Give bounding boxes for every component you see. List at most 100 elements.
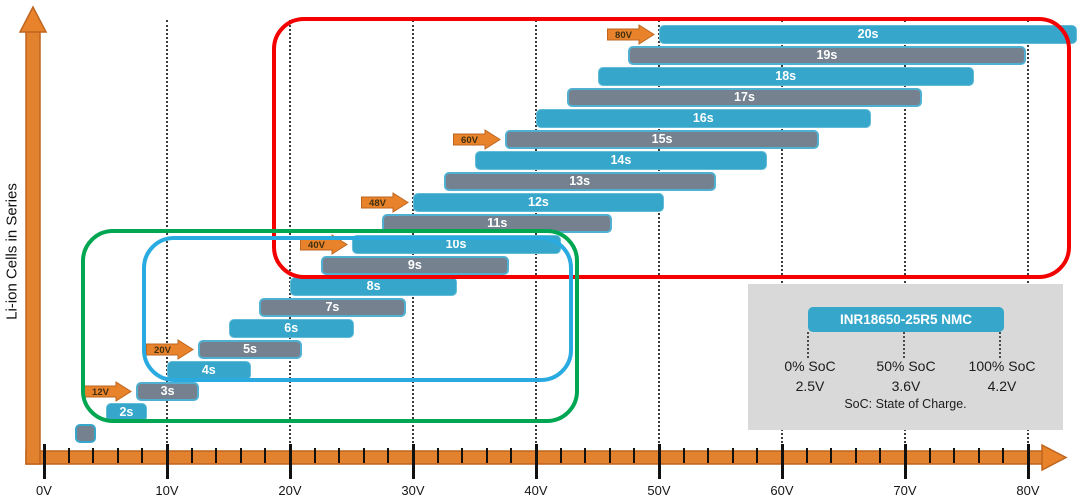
x-axis-tick-minor xyxy=(707,448,710,463)
x-axis-tick-minor xyxy=(387,448,390,463)
series-bar-label: 4s xyxy=(201,363,216,378)
legend-connector-mid xyxy=(903,332,905,358)
x-axis-tick-minor xyxy=(608,448,611,463)
legend-points-row: 0% SoC 2.5V 50% SoC 3.6V 100% SoC 4.2V xyxy=(762,358,1052,394)
block-arrow-icon: 80V xyxy=(607,24,655,45)
series-bar-label: 12s xyxy=(528,195,549,210)
x-axis-tick-minor xyxy=(264,448,267,463)
y-axis xyxy=(25,29,41,465)
series-bar-label: 2s xyxy=(119,405,134,420)
svg-text:60V: 60V xyxy=(461,135,479,146)
x-axis-tick-major xyxy=(288,444,292,479)
series-bar: 9s xyxy=(320,256,509,275)
x-axis-tick-minor xyxy=(92,448,95,463)
series-bar: 5s xyxy=(197,340,303,359)
x-axis-tick-minor xyxy=(977,448,980,463)
x-tick-label: 80V xyxy=(1016,483,1040,498)
x-axis-tick-minor xyxy=(362,448,365,463)
y-axis-arrow-icon xyxy=(18,5,48,33)
x-axis-tick-major xyxy=(42,444,46,479)
x-axis-tick-minor xyxy=(485,448,488,463)
series-bar: 7s xyxy=(259,298,406,317)
legend-voltage-label: 3.6V xyxy=(891,378,921,394)
system-voltage-arrow: 80V xyxy=(607,24,655,45)
x-axis-tick-minor xyxy=(239,448,242,463)
x-axis-tick-minor xyxy=(682,448,685,463)
legend-soc-label: 50% SoC xyxy=(876,358,936,374)
svg-text:80V: 80V xyxy=(615,30,633,41)
legend-battery-bar: INR18650-25R5 NMC xyxy=(808,307,1004,332)
legend-panel: INR18650-25R5 NMC 0% SoC 2.5V 50% SoC 3.… xyxy=(748,284,1063,430)
gridline xyxy=(1027,20,1029,451)
x-axis-tick-minor xyxy=(928,448,931,463)
x-axis-tick-minor xyxy=(1002,448,1005,463)
series-bar: 19s xyxy=(628,46,1026,65)
x-axis-tick-minor xyxy=(756,448,759,463)
legend-voltage-label: 2.5V xyxy=(795,378,825,394)
x-axis-tick-minor xyxy=(879,448,882,463)
series-bar-label: 5s xyxy=(243,342,257,357)
legend-point-2: 100% SoC 4.2V xyxy=(954,358,1050,394)
legend-connector-left xyxy=(807,332,809,358)
series-bar-label: 14s xyxy=(610,153,632,168)
legend-soc-label: 100% SoC xyxy=(968,358,1036,374)
y-axis-title: Li-ion Cells in Series xyxy=(3,183,21,320)
x-axis-tick-minor xyxy=(215,448,218,463)
series-bar: 3s xyxy=(136,382,199,401)
series-bar: 6s xyxy=(228,319,354,338)
block-arrow-icon: 48V xyxy=(361,192,409,213)
x-tick-label: 70V xyxy=(893,483,917,498)
series-bar-label: 3s xyxy=(160,384,175,399)
x-tick-label: 20V xyxy=(278,483,302,498)
x-axis-tick-major xyxy=(780,444,784,479)
legend-soc-label: 0% SoC xyxy=(784,358,836,374)
series-bar: 16s xyxy=(536,109,871,128)
x-axis-tick-major xyxy=(411,444,415,479)
system-voltage-arrow: 48V xyxy=(361,192,409,213)
gridline xyxy=(781,20,783,451)
x-axis-tick-major xyxy=(165,444,169,479)
series-bar: 13s xyxy=(443,172,716,191)
x-axis-tick-minor xyxy=(141,448,144,463)
series-bar: 18s xyxy=(597,67,974,86)
gridline xyxy=(658,20,660,451)
legend-point-1: 50% SoC 3.6V xyxy=(858,358,954,394)
series-bar xyxy=(74,424,96,443)
x-axis-tick-minor xyxy=(633,448,636,463)
x-axis-tick-minor xyxy=(338,448,341,463)
series-bar-label: 20s xyxy=(857,27,879,42)
legend-note: SoC: State of Charge. xyxy=(844,397,967,411)
series-bar-label: 18s xyxy=(775,69,797,84)
x-axis-tick-major xyxy=(1026,444,1030,479)
series-bar-label: 8s xyxy=(366,279,381,294)
x-axis-arrow-icon xyxy=(1041,443,1068,472)
x-axis-tick-minor xyxy=(830,448,833,463)
series-bar: 15s xyxy=(505,130,819,149)
series-bar-label: 17s xyxy=(734,90,755,105)
x-tick-label: 30V xyxy=(401,483,425,498)
x-axis-tick-minor xyxy=(584,448,587,463)
series-bar-label: 19s xyxy=(816,48,838,63)
x-axis-tick-major xyxy=(657,444,661,479)
legend-voltage-label: 4.2V xyxy=(987,378,1017,394)
series-bar: 17s xyxy=(566,88,923,107)
x-tick-label: 50V xyxy=(647,483,671,498)
x-axis-tick-major xyxy=(903,444,907,479)
x-axis-tick-minor xyxy=(313,448,316,463)
x-tick-label: 60V xyxy=(770,483,794,498)
group-box-blue-group xyxy=(142,236,573,382)
block-arrow-icon: 60V xyxy=(453,129,502,150)
series-bar-label: 15s xyxy=(651,132,673,147)
gridline xyxy=(904,20,906,451)
x-axis-tick-minor xyxy=(67,448,70,463)
svg-text:48V: 48V xyxy=(369,198,387,209)
x-axis-tick-minor xyxy=(510,448,513,463)
legend-point-0: 0% SoC 2.5V xyxy=(762,358,858,394)
x-axis-tick-minor xyxy=(461,448,464,463)
system-voltage-arrow: 60V xyxy=(453,129,502,150)
series-bar: 2s xyxy=(105,403,148,422)
x-axis-tick-minor xyxy=(559,448,562,463)
group-box-green-group xyxy=(80,229,580,423)
series-bar-label: 6s xyxy=(284,321,299,336)
